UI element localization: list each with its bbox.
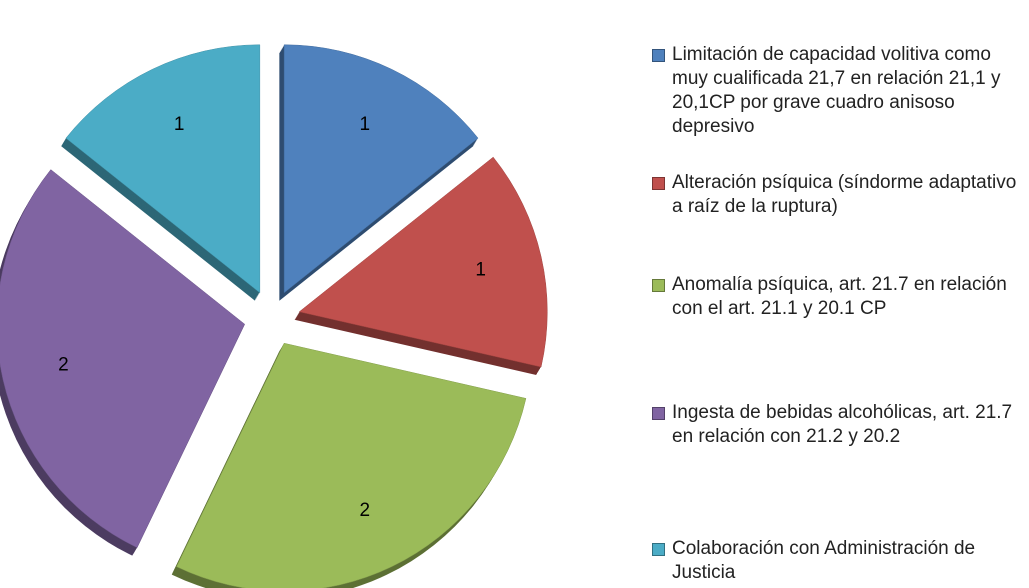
legend-item: Colaboración con Administración de Justi…	[650, 537, 1025, 585]
legend-swatch	[652, 49, 665, 62]
slice	[0, 169, 246, 549]
legend-swatch	[652, 177, 665, 190]
legend-item: Ingesta de bebidas alcohólicas, art. 21.…	[650, 401, 1025, 449]
legend-swatch	[652, 407, 665, 420]
data-label: 1	[475, 259, 486, 280]
data-label: 2	[360, 500, 371, 521]
legend-item: Limitación de capacidad volitiva como mu…	[650, 43, 1025, 139]
data-label: 1	[360, 114, 371, 135]
data-label: 1	[174, 114, 185, 135]
legend-swatch	[652, 543, 665, 556]
legend-label: Anomalía psíquica, art. 21.7 en relación…	[672, 274, 1007, 319]
legend-item: Anomalía psíquica, art. 21.7 en relación…	[650, 273, 1025, 321]
legend-label: Limitación de capacidad volitiva como mu…	[672, 44, 1001, 137]
legend-label: Ingesta de bebidas alcohólicas, art. 21.…	[672, 402, 1013, 447]
legend-swatch	[652, 279, 665, 292]
legend-label: Colaboración con Administración de Justi…	[672, 538, 976, 583]
slice	[298, 156, 548, 368]
chart: 1 1 2 2 1	[0, 44, 548, 588]
slice	[176, 342, 527, 588]
data-label: 2	[58, 355, 69, 376]
legend-label: Alteración psíquica (síndorme adaptativo…	[672, 172, 1017, 217]
slice	[283, 44, 479, 294]
slice	[65, 44, 261, 294]
legend-item: Alteración psíquica (síndorme adaptativo…	[650, 171, 1025, 219]
